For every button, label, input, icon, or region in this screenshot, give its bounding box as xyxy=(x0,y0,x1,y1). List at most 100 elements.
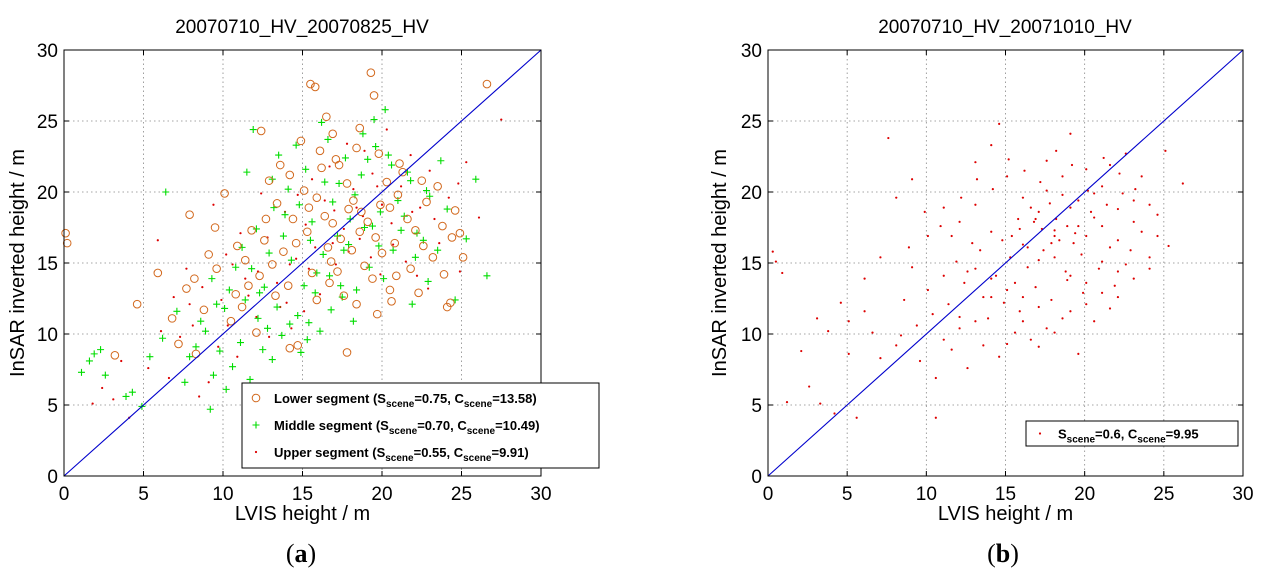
data-point xyxy=(942,338,945,341)
data-point xyxy=(1108,307,1112,310)
data-point xyxy=(1116,239,1120,242)
data-point xyxy=(871,331,874,334)
data-point xyxy=(286,320,294,328)
data-point xyxy=(297,348,305,356)
data-point xyxy=(314,246,317,249)
data-point xyxy=(345,241,353,249)
data-point xyxy=(958,220,961,223)
data-point xyxy=(372,143,380,151)
data-point xyxy=(265,249,273,257)
data-point xyxy=(311,289,319,297)
data-point xyxy=(296,136,306,146)
data-point xyxy=(178,335,182,338)
data-point xyxy=(1113,284,1116,287)
data-point xyxy=(1013,331,1017,334)
data-point xyxy=(340,246,348,254)
data-point xyxy=(364,155,372,163)
data-point xyxy=(1045,327,1048,330)
data-point xyxy=(443,205,451,213)
legend-text: =10.49) xyxy=(495,418,539,433)
legend: Sscene=0.6, Cscene=9.95 xyxy=(1025,420,1239,447)
data-point xyxy=(1116,270,1120,273)
data-point xyxy=(267,260,277,269)
data-point xyxy=(1053,234,1056,238)
data-point xyxy=(192,343,200,351)
data-point xyxy=(1118,172,1121,175)
data-point xyxy=(942,206,945,209)
data-point xyxy=(328,129,338,139)
x-tick-label: 20 xyxy=(371,484,392,505)
data-point xyxy=(156,239,159,242)
data-point xyxy=(428,169,431,172)
data-point xyxy=(275,151,283,159)
data-point xyxy=(446,298,455,308)
data-point xyxy=(1042,249,1045,252)
data-point xyxy=(342,179,352,188)
data-point xyxy=(457,182,460,185)
data-point xyxy=(1077,199,1080,202)
data-point xyxy=(299,186,309,195)
data-point xyxy=(931,313,934,316)
data-point xyxy=(320,211,330,221)
legend-subscript: scene xyxy=(467,426,496,437)
data-point xyxy=(424,277,432,285)
data-point xyxy=(324,135,332,143)
data-point xyxy=(966,366,969,370)
data-point xyxy=(1121,192,1124,195)
data-point xyxy=(273,303,281,311)
data-point xyxy=(259,346,267,354)
data-point xyxy=(847,320,850,323)
data-point xyxy=(1002,301,1006,304)
data-point xyxy=(947,303,950,306)
data-point xyxy=(370,116,378,124)
data-point xyxy=(233,241,242,251)
data-point xyxy=(887,136,890,140)
data-point xyxy=(268,335,271,338)
data-point xyxy=(863,310,866,313)
data-point xyxy=(336,234,345,244)
x-tick-label: 0 xyxy=(59,484,70,505)
data-point xyxy=(292,141,300,149)
data-point xyxy=(385,285,395,295)
data-point xyxy=(771,250,774,253)
data-point xyxy=(296,193,299,196)
y-tick-label: 15 xyxy=(37,254,58,275)
data-point xyxy=(260,235,269,245)
data-point xyxy=(390,222,393,225)
data-point xyxy=(318,118,326,126)
data-point xyxy=(1061,193,1064,196)
data-point xyxy=(406,264,415,273)
data-point xyxy=(458,270,462,273)
data-point xyxy=(206,405,214,413)
data-point xyxy=(251,393,261,403)
data-point xyxy=(433,182,442,191)
data-point xyxy=(827,330,830,333)
data-point xyxy=(1050,242,1053,245)
data-point xyxy=(190,274,199,283)
data-point xyxy=(1069,274,1072,277)
data-point xyxy=(442,302,452,312)
y-tick-label: 20 xyxy=(37,183,58,204)
data-point xyxy=(369,256,372,259)
data-point xyxy=(1085,303,1088,306)
data-point xyxy=(1102,156,1105,160)
data-point xyxy=(895,196,898,199)
legend-text: =0.6, C xyxy=(1095,427,1138,442)
data-point xyxy=(260,192,263,195)
data-point xyxy=(1034,217,1037,221)
data-point xyxy=(411,226,420,235)
legend: Lower segment (Sscene=0.75, Cscene=13.58… xyxy=(241,382,600,469)
y-tick-label: 25 xyxy=(741,112,762,133)
data-point xyxy=(879,357,882,360)
data-point xyxy=(958,327,961,330)
data-point xyxy=(213,300,221,308)
data-point xyxy=(389,246,397,254)
data-point xyxy=(1077,224,1080,228)
data-point xyxy=(371,233,380,242)
data-point xyxy=(910,178,914,181)
data-point xyxy=(241,296,249,304)
data-point xyxy=(327,306,335,314)
data-point xyxy=(1148,203,1151,206)
data-point xyxy=(313,269,321,277)
data-point xyxy=(252,225,260,233)
